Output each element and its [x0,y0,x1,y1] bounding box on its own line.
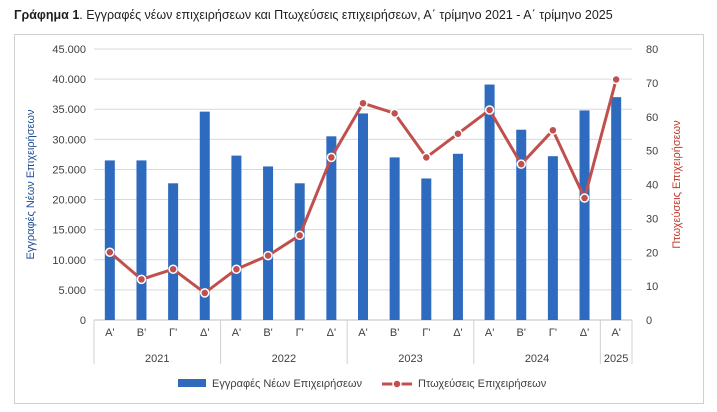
point-bankruptcies [421,152,432,163]
point-bankruptcies [231,264,242,274]
point-bankruptcies [579,193,590,203]
y-left-tick-label: 20.000 [52,195,86,207]
x-quarter-label: Β' [390,327,399,339]
bar-new-registrations [326,136,337,320]
chart-title-bold: Γράφημα 1 [14,8,80,22]
x-quarter-label: Δ' [580,327,589,339]
y-right-tick-label: 80 [646,44,658,56]
point-bankruptcies [358,98,368,108]
point-bankruptcies [263,250,273,261]
x-quarter-label: Γ' [169,327,177,339]
x-quarter-label: Β' [517,327,526,339]
x-year-label: 2025 [604,353,628,365]
y-right-tick-label: 50 [646,146,658,158]
bar-new-registrations [611,97,622,320]
y-right-axis-title: Πτωχεύσεις Επιχειρήσεων [671,120,683,249]
point-bankruptcies [516,159,526,169]
bar-new-registrations [516,129,527,320]
y-left-tick-label: 30.000 [52,134,86,146]
point-bankruptcies [611,74,621,85]
x-quarter-label: Δ' [453,327,462,339]
point-bankruptcies [200,288,210,298]
chart-title-text: . Εγγραφές νέων επιχειρήσεων και Πτωχεύσ… [79,8,613,22]
y-right-tick-label: 40 [646,180,658,192]
x-quarter-label: Β' [137,327,146,339]
bar-new-registrations [136,160,147,320]
x-quarter-label: Α' [611,327,620,339]
y-left-tick-label: 25.000 [52,164,86,176]
x-quarter-label: Α' [485,327,494,339]
x-year-label: 2024 [525,353,549,365]
y-right-tick-label: 0 [646,315,652,327]
point-bankruptcies [484,105,495,115]
x-year-label: 2022 [272,353,296,365]
bar-new-registrations [358,113,368,320]
y-left-tick-label: 45.000 [52,44,86,56]
bar-new-registrations [579,110,590,320]
legend-label-line: Πτωχεύσεις Επιχειρήσεων [418,378,547,390]
bar-new-registrations [294,183,305,320]
y-left-tick-label: 35.000 [52,104,86,116]
point-bankruptcies [136,274,147,285]
x-quarter-label: Α' [232,327,241,339]
x-quarter-label: Γ' [296,327,304,339]
y-left-tick-label: 10.000 [52,255,86,267]
y-right-tick-label: 70 [646,78,658,90]
bar-new-registrations [421,178,432,320]
chart-frame [14,34,704,404]
bar-new-registrations [104,160,115,320]
x-quarter-label: Δ' [327,327,336,339]
y-left-tick-label: 0 [80,315,86,327]
bar-new-registrations [484,84,495,320]
y-right-tick-label: 60 [646,112,658,124]
y-left-axis-title: Εγγραφές Νέων Επιχειρήσεων [25,109,37,259]
y-right-tick-label: 30 [646,213,658,225]
bar-new-registrations [231,155,242,320]
x-year-label: 2023 [398,353,422,365]
x-quarter-label: Α' [358,327,367,339]
x-year-label: 2021 [145,353,169,365]
x-quarter-label: Β' [263,327,272,339]
point-bankruptcies [389,108,400,119]
point-bankruptcies [105,247,115,257]
y-right-tick-label: 20 [646,247,658,259]
point-bankruptcies [453,128,463,139]
point-bankruptcies [294,230,305,241]
y-left-tick-label: 5.000 [58,285,86,297]
legend-swatch-bars [178,379,206,387]
point-bankruptcies [548,125,558,136]
bar-new-registrations [168,183,179,320]
point-bankruptcies [168,264,178,274]
bar-new-registrations [389,157,400,320]
y-left-tick-label: 40.000 [52,74,86,86]
bar-new-registrations [263,166,274,320]
legend-label-bars: Εγγραφές Νέων Επιχειρήσεων [212,378,362,390]
point-bankruptcies [326,152,337,163]
chart-title: Γράφημα 1. Εγγραφές νέων επιχειρήσεων κα… [14,8,613,22]
y-right-tick-label: 10 [646,281,658,293]
bar-new-registrations [452,153,463,320]
legend-swatch-marker [392,379,402,389]
bar-new-registrations [547,156,558,320]
x-quarter-label: Α' [105,327,114,339]
x-quarter-label: Δ' [200,327,209,339]
y-left-tick-label: 15.000 [52,225,86,237]
bar-new-registrations [199,111,210,321]
x-quarter-label: Γ' [422,327,430,339]
x-quarter-label: Γ' [549,327,557,339]
